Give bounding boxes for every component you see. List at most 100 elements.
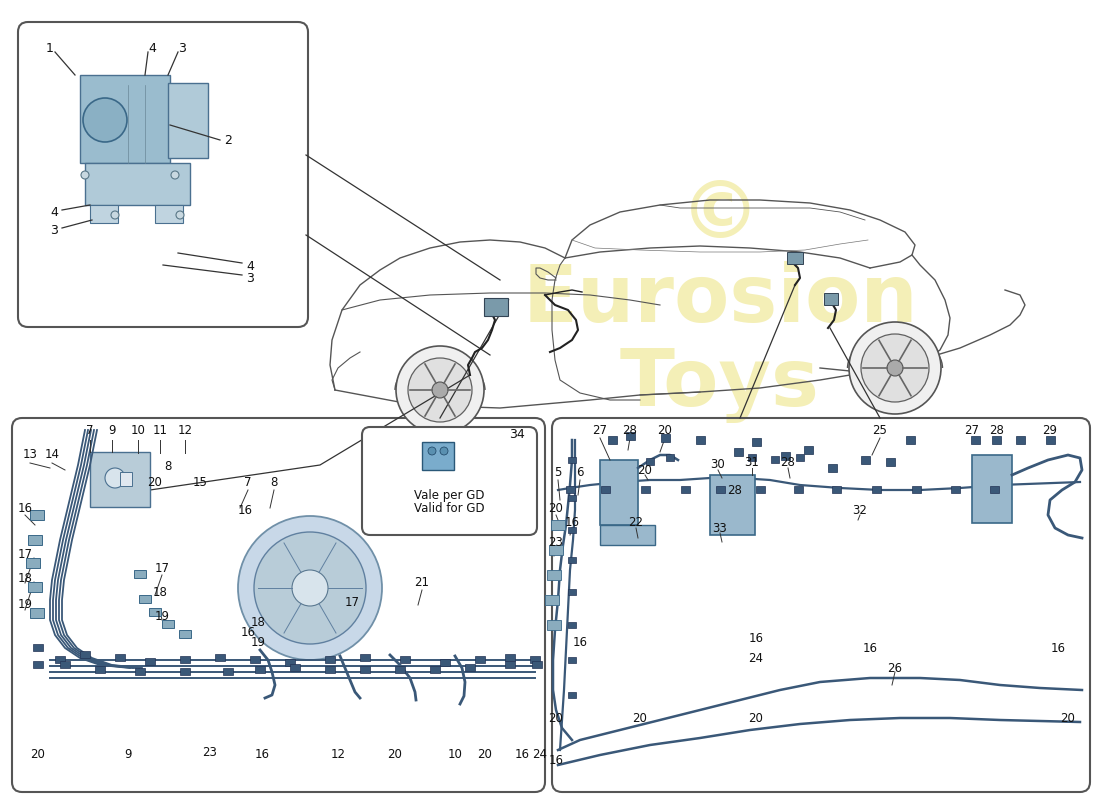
- Bar: [568, 527, 576, 533]
- Bar: [734, 448, 742, 456]
- Bar: [752, 438, 761, 446]
- Bar: [756, 486, 764, 493]
- Text: 20: 20: [549, 502, 563, 514]
- Circle shape: [428, 447, 436, 455]
- Bar: [794, 486, 803, 493]
- Text: 18: 18: [251, 615, 265, 629]
- Text: 10: 10: [448, 749, 462, 762]
- Bar: [952, 486, 960, 493]
- Text: 15: 15: [192, 477, 208, 490]
- Bar: [395, 666, 405, 673]
- Bar: [601, 486, 610, 493]
- Bar: [95, 666, 104, 673]
- Text: 12: 12: [177, 423, 192, 437]
- Text: 25: 25: [872, 423, 888, 437]
- Text: 29: 29: [1043, 423, 1057, 437]
- Text: 28: 28: [781, 455, 795, 469]
- Text: 24: 24: [532, 749, 548, 762]
- Circle shape: [440, 447, 448, 455]
- Bar: [440, 659, 450, 666]
- Text: 32: 32: [852, 503, 868, 517]
- Bar: [832, 486, 842, 493]
- Bar: [250, 656, 260, 663]
- Circle shape: [111, 211, 119, 219]
- Text: 8: 8: [271, 475, 277, 489]
- Text: 18: 18: [153, 586, 167, 598]
- Circle shape: [254, 532, 366, 644]
- Text: 24: 24: [748, 651, 763, 665]
- Text: 3: 3: [246, 271, 254, 285]
- Bar: [360, 666, 370, 673]
- Bar: [90, 452, 150, 507]
- Bar: [828, 464, 837, 472]
- Text: 27: 27: [965, 423, 979, 437]
- Text: 12: 12: [330, 749, 345, 762]
- Circle shape: [81, 171, 89, 179]
- Bar: [568, 692, 576, 698]
- Bar: [626, 432, 635, 440]
- Circle shape: [176, 211, 184, 219]
- Bar: [990, 486, 999, 493]
- Circle shape: [849, 322, 940, 414]
- Bar: [324, 666, 336, 673]
- Text: 4: 4: [148, 42, 156, 55]
- Bar: [786, 252, 803, 264]
- Text: 16: 16: [748, 631, 763, 645]
- Circle shape: [82, 98, 126, 142]
- Bar: [666, 454, 674, 461]
- Bar: [992, 436, 1001, 444]
- Bar: [906, 436, 915, 444]
- Bar: [135, 668, 145, 675]
- Bar: [551, 520, 565, 530]
- Bar: [600, 525, 654, 545]
- Bar: [641, 486, 650, 493]
- Circle shape: [238, 516, 382, 660]
- Text: 28: 28: [727, 483, 742, 497]
- Text: 33: 33: [713, 522, 727, 534]
- Text: 16: 16: [564, 515, 580, 529]
- Text: 28: 28: [990, 423, 1004, 437]
- Bar: [180, 668, 190, 675]
- Text: 13: 13: [23, 449, 37, 462]
- Text: 3: 3: [51, 225, 58, 238]
- Bar: [771, 456, 779, 463]
- Bar: [430, 666, 440, 673]
- Bar: [544, 595, 559, 605]
- Text: 26: 26: [888, 662, 902, 674]
- Bar: [608, 436, 617, 444]
- Bar: [568, 457, 576, 463]
- Text: 16: 16: [254, 749, 270, 762]
- Text: 20: 20: [658, 423, 672, 437]
- Bar: [971, 436, 980, 444]
- Bar: [475, 656, 485, 663]
- Bar: [748, 454, 756, 461]
- Text: 10: 10: [131, 423, 145, 437]
- Bar: [28, 582, 42, 592]
- Text: Vale per GD: Vale per GD: [414, 489, 484, 502]
- Text: 8: 8: [164, 461, 172, 474]
- Bar: [861, 456, 870, 464]
- Bar: [1046, 436, 1055, 444]
- Bar: [681, 486, 690, 493]
- Bar: [139, 595, 151, 603]
- Bar: [168, 83, 208, 158]
- Bar: [804, 446, 813, 454]
- Text: 11: 11: [153, 423, 167, 437]
- Bar: [223, 668, 233, 675]
- Text: 16: 16: [572, 635, 587, 649]
- Bar: [214, 654, 225, 661]
- Bar: [530, 656, 540, 663]
- Text: 16: 16: [1050, 642, 1066, 654]
- Text: 17: 17: [18, 549, 33, 562]
- Bar: [716, 486, 725, 493]
- Bar: [55, 656, 65, 663]
- Bar: [60, 661, 70, 668]
- Text: 16: 16: [515, 749, 529, 762]
- Bar: [568, 589, 576, 595]
- Bar: [80, 651, 90, 658]
- Bar: [696, 436, 705, 444]
- Text: 2: 2: [224, 134, 232, 146]
- Bar: [324, 656, 336, 663]
- Bar: [290, 664, 300, 671]
- Bar: [465, 664, 475, 671]
